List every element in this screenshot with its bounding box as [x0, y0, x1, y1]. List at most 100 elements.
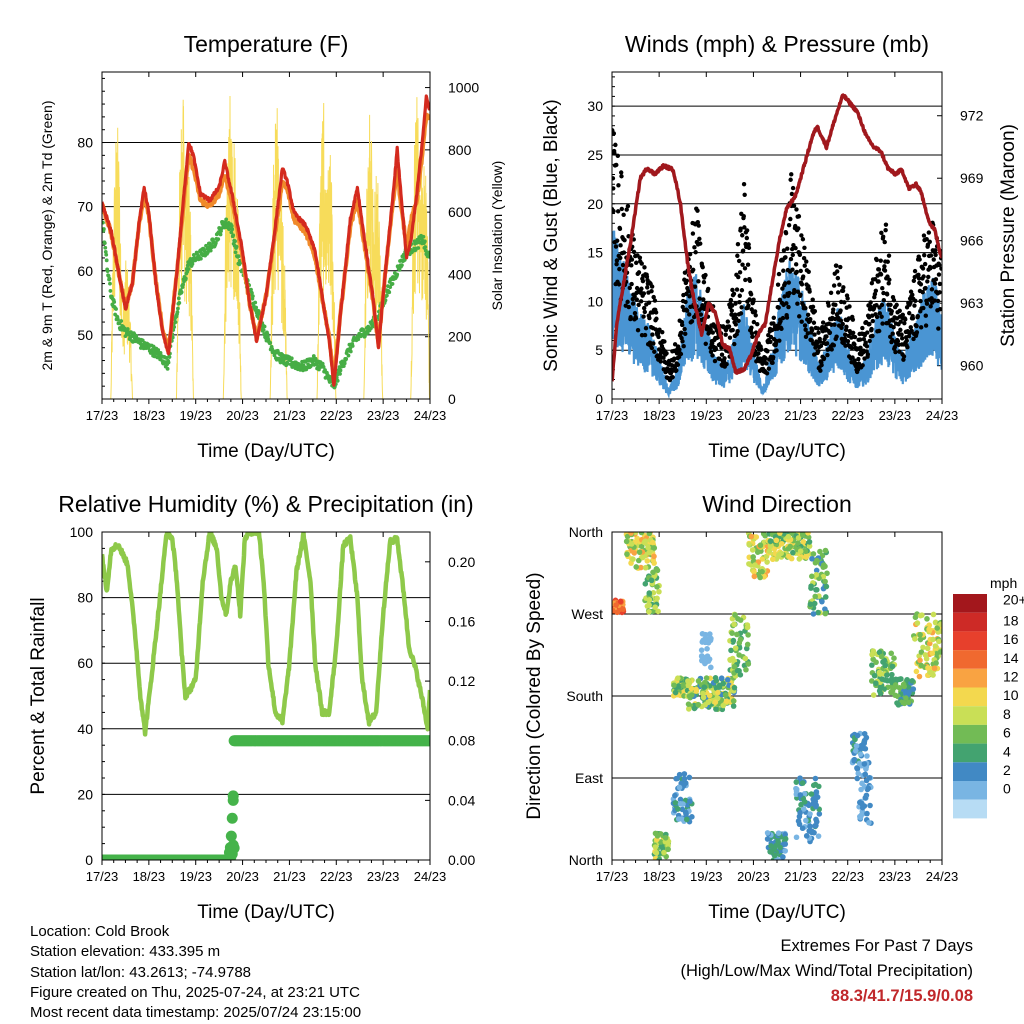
gust-point	[680, 339, 685, 344]
direction-point	[916, 673, 923, 680]
gust-point	[744, 235, 750, 241]
gust-point	[831, 307, 836, 312]
direction-point	[746, 541, 752, 548]
gust-point	[627, 285, 632, 291]
direction-point	[638, 543, 645, 550]
gust-point	[746, 242, 751, 247]
gust-point	[786, 223, 792, 228]
gust-point	[615, 153, 621, 158]
gust-point	[743, 277, 748, 283]
gust-point	[770, 360, 775, 366]
dewpoint-point	[321, 365, 326, 369]
gust-point	[632, 293, 637, 299]
gust-point	[903, 317, 908, 322]
direction-point	[854, 765, 860, 771]
y-tick-label: 30	[587, 98, 603, 114]
gust-point	[901, 354, 907, 359]
gust-point	[786, 280, 792, 285]
gust-point	[742, 192, 747, 197]
gust-point	[681, 344, 686, 349]
direction-point	[745, 632, 751, 638]
gust-point	[891, 297, 897, 303]
direction-point	[810, 551, 817, 557]
direction-point	[636, 549, 643, 555]
direction-point	[807, 601, 814, 608]
direction-point	[812, 593, 819, 600]
gust-point	[651, 294, 656, 300]
x-tick-label: 23/23	[367, 408, 400, 423]
dewpoint-point	[216, 237, 221, 242]
gust-point	[612, 208, 616, 214]
direction-point	[934, 625, 941, 631]
gust-point	[690, 231, 696, 236]
gust-point	[625, 299, 630, 305]
direction-point	[788, 555, 795, 562]
gust-point	[746, 303, 751, 308]
direction-point	[856, 760, 863, 767]
gust-point	[742, 266, 748, 271]
gust-point	[765, 349, 770, 354]
dewpoint-point	[338, 368, 343, 373]
x-tick-label: 23/23	[879, 408, 912, 423]
gust-point	[792, 289, 797, 294]
dewpoint-point	[416, 246, 421, 250]
direction-point	[704, 645, 710, 652]
direction-point	[860, 745, 867, 752]
gust-point	[888, 334, 893, 340]
gust-point	[879, 314, 884, 319]
extremes-box: Extremes For Past 7 Days (High/Low/Max W…	[680, 934, 973, 1009]
direction-point	[693, 686, 699, 693]
direction-point	[646, 608, 652, 615]
direction-point	[782, 841, 789, 847]
direction-point	[729, 630, 735, 636]
legend-swatch	[953, 687, 987, 707]
gust-point	[636, 270, 642, 275]
gust-point	[922, 261, 928, 267]
dewpoint-point	[176, 296, 181, 301]
extremes-values: 88.3/41.7/15.9/0.08	[830, 987, 973, 1005]
direction-point	[686, 678, 692, 685]
direction-point	[655, 608, 661, 615]
gust-point	[750, 334, 755, 340]
gust-point	[689, 319, 695, 324]
gust-point	[737, 293, 742, 298]
winds-xlabel: Time (Day/UTC)	[708, 441, 846, 462]
gust-point	[799, 282, 805, 287]
y-tick-label: South	[566, 688, 603, 704]
legend-swatch	[953, 762, 987, 781]
gust-point	[922, 253, 927, 258]
dewpoint-point	[427, 254, 430, 259]
gust-point	[751, 297, 756, 302]
gust-point	[639, 261, 644, 266]
direction-point	[918, 662, 924, 669]
direction-point	[735, 616, 741, 622]
direction-point	[813, 557, 820, 564]
direction-point	[638, 532, 645, 536]
direction-point	[642, 538, 649, 544]
gust-point	[868, 304, 873, 309]
gust-point	[638, 299, 644, 304]
y-tick-label: 60	[77, 263, 93, 279]
direction-point	[793, 779, 800, 785]
dewpoint-point	[335, 378, 340, 383]
y-tick-label: 80	[77, 135, 93, 151]
legend-label: 8	[1003, 706, 1011, 722]
humidity-title: Relative Humidity (%) & Precipitation (i…	[58, 491, 473, 517]
direction-point	[676, 784, 683, 791]
gust-point	[815, 326, 821, 331]
direction-point	[933, 660, 939, 666]
gust-point	[802, 323, 808, 328]
gust-point	[741, 181, 747, 187]
gust-point	[876, 279, 881, 284]
direction-point	[912, 636, 918, 642]
direction-point	[797, 792, 804, 798]
direction-point	[787, 543, 794, 550]
gust-point	[696, 279, 701, 284]
dewpoint-point	[208, 248, 213, 253]
direction-point	[764, 836, 771, 842]
direction-point	[933, 650, 940, 657]
x-tick-label: 23/23	[879, 869, 912, 884]
gust-point	[877, 328, 882, 334]
direction-point	[651, 553, 657, 560]
direction-point	[652, 604, 658, 610]
